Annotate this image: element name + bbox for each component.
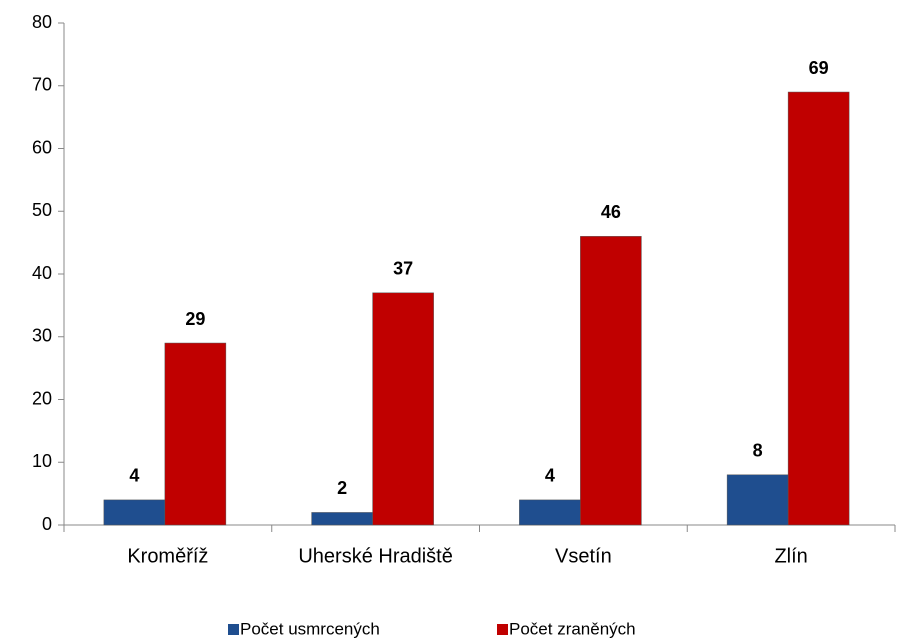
x-tick-label: Kroměříž xyxy=(127,545,208,567)
data-label: 46 xyxy=(601,202,621,222)
data-label: 69 xyxy=(809,58,829,78)
bar xyxy=(164,342,227,526)
x-tick-label: Zlín xyxy=(774,545,807,567)
legend-marker xyxy=(497,624,508,635)
y-tick-label: 40 xyxy=(32,263,52,283)
y-tick-label: 60 xyxy=(32,137,52,157)
bar xyxy=(311,512,373,526)
bar xyxy=(103,499,166,526)
bar xyxy=(726,474,789,526)
bar xyxy=(580,236,642,526)
bar xyxy=(787,91,850,526)
x-tick-label: Uherské Hradiště xyxy=(298,545,453,567)
y-tick-label: 30 xyxy=(32,326,52,346)
data-label: 37 xyxy=(393,259,413,279)
data-label: 4 xyxy=(545,466,555,486)
data-label: 2 xyxy=(337,478,347,498)
x-tick-label: Vsetín xyxy=(555,545,612,567)
data-label: 29 xyxy=(185,309,205,329)
bar xyxy=(372,292,434,526)
y-tick-label: 10 xyxy=(32,451,52,471)
y-tick-label: 70 xyxy=(32,75,52,95)
legend-label: Počet zraněných xyxy=(509,619,636,638)
bar xyxy=(519,499,581,526)
y-tick-label: 50 xyxy=(32,200,52,220)
data-label: 4 xyxy=(129,466,139,486)
legend-marker xyxy=(228,624,239,635)
y-tick-label: 20 xyxy=(32,388,52,408)
data-label: 8 xyxy=(753,441,763,461)
y-tick-label: 0 xyxy=(42,514,52,534)
y-tick-label: 80 xyxy=(32,12,52,32)
legend-label: Počet usmrcených xyxy=(240,619,380,638)
